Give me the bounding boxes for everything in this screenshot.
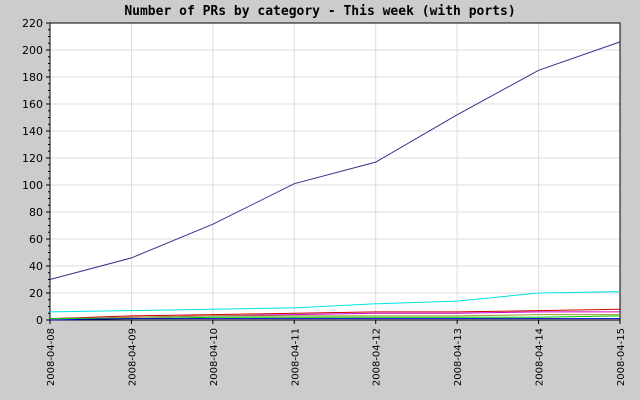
y-tick-label: 120 xyxy=(22,152,43,165)
plot-border xyxy=(49,22,621,321)
y-tick-label: 180 xyxy=(22,71,43,84)
y-tick-label: 200 xyxy=(22,44,43,57)
x-tick-label: 2008-04-10 xyxy=(209,328,220,386)
y-tick-label: 220 xyxy=(22,17,43,30)
x-tick-label: 2008-04-14 xyxy=(535,328,546,386)
series-line-7 xyxy=(49,318,620,321)
chart-title: Number of PRs by category - This week (w… xyxy=(124,4,516,19)
y-tick-label: 140 xyxy=(22,125,43,138)
y-tick-label: 60 xyxy=(29,233,43,246)
x-tick-label: 2008-04-09 xyxy=(127,328,138,386)
x-tick-label: 2008-04-12 xyxy=(372,328,383,386)
y-tick-label: 160 xyxy=(22,98,43,111)
y-tick-label: 80 xyxy=(29,206,43,219)
x-tick-label: 2008-04-15 xyxy=(616,328,627,386)
series-line-3 xyxy=(49,308,621,320)
x-tick-label: 2008-04-08 xyxy=(46,328,57,386)
y-tick-label: 20 xyxy=(29,287,43,300)
series-line-5 xyxy=(49,314,620,320)
plot-area xyxy=(50,23,620,320)
y-tick-label: 100 xyxy=(22,179,43,192)
x-tick-label: 2008-04-13 xyxy=(453,328,464,386)
y-tick-label: 40 xyxy=(29,260,43,273)
x-tick-label: 2008-04-11 xyxy=(290,328,301,386)
series-line-1 xyxy=(49,41,621,280)
y-tick-label: 0 xyxy=(36,314,43,327)
series-line-2 xyxy=(49,291,621,313)
